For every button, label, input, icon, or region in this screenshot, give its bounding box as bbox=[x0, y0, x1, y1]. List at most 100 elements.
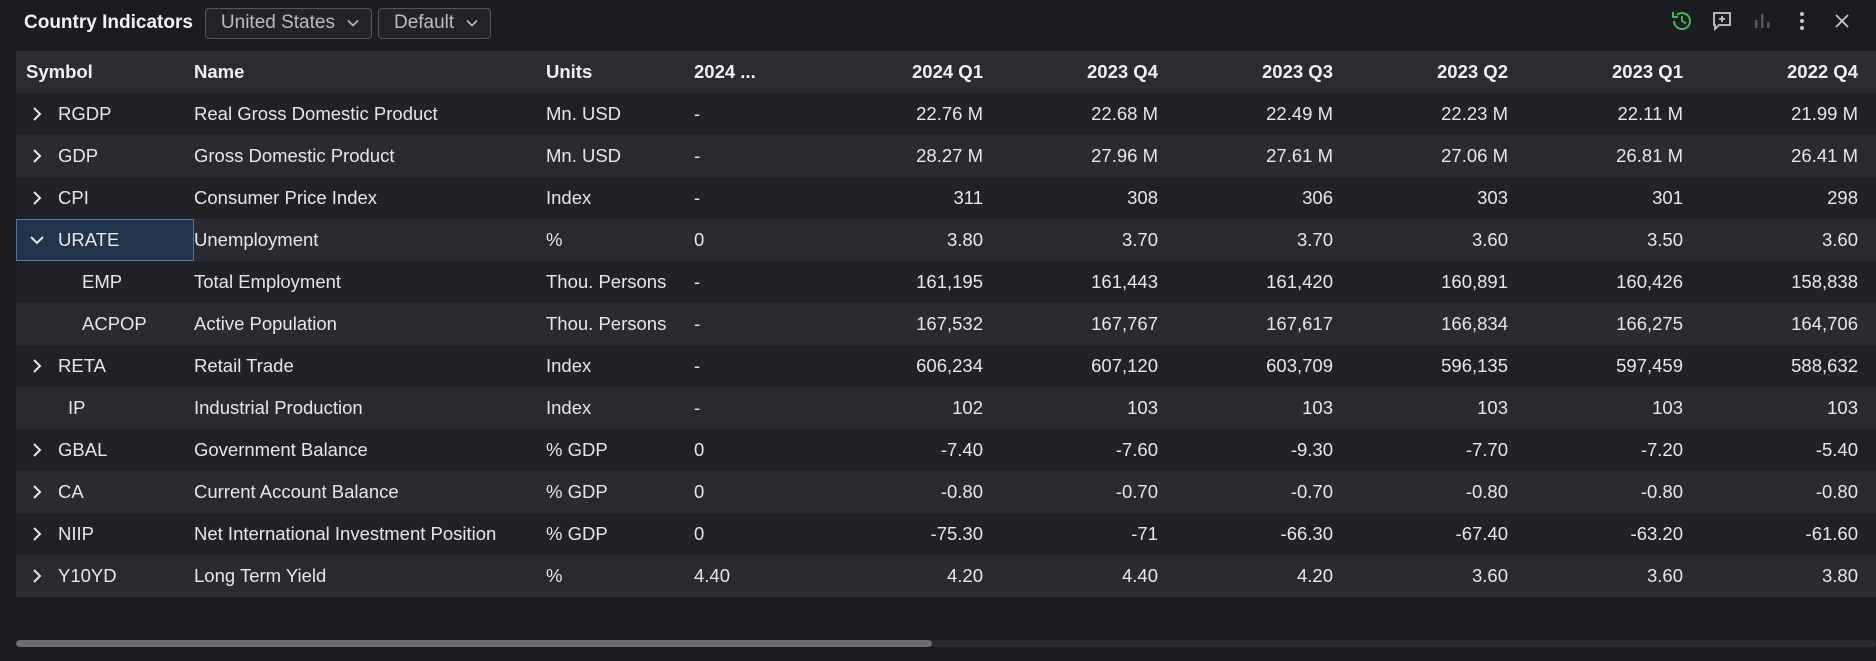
symbol-cell[interactable]: URATE bbox=[16, 219, 194, 261]
table-row[interactable]: Y10YD Long Term Yield % 4.40 4.20 4.40 4… bbox=[16, 555, 1876, 597]
name-cell: Total Employment bbox=[194, 271, 342, 292]
value-cell: 596,135 bbox=[1441, 355, 1508, 376]
panel-title: Country Indicators bbox=[24, 12, 193, 33]
name-cell: Consumer Price Index bbox=[194, 187, 378, 208]
table-row[interactable]: URATE Unemployment % 0 3.80 3.70 3.70 3.… bbox=[16, 219, 1876, 261]
value-cell: 167,767 bbox=[1091, 313, 1158, 334]
chevron-right-icon[interactable] bbox=[16, 568, 58, 584]
units-cell: Mn. USD bbox=[546, 103, 622, 124]
value-cell: 4.40 bbox=[1121, 565, 1158, 586]
units-cell: Index bbox=[546, 397, 592, 418]
table-header-row: Symbol Name Units 2024 ... 2024 Q1 2023 … bbox=[16, 51, 1876, 93]
value-cell: 3.60 bbox=[1821, 229, 1858, 250]
table-row[interactable]: GDP Gross Domestic Product Mn. USD - 28.… bbox=[16, 135, 1876, 177]
column-header-2024-q1[interactable]: 2024 Q1 bbox=[912, 61, 983, 82]
close-button[interactable] bbox=[1828, 9, 1856, 37]
layout-select[interactable]: Default bbox=[377, 7, 492, 39]
symbol-cell: GBAL bbox=[16, 429, 194, 471]
value-cell: 161,443 bbox=[1091, 271, 1158, 292]
chevron-right-icon[interactable] bbox=[16, 148, 58, 164]
table-row[interactable]: GBAL Government Balance % GDP 0 -7.40 -7… bbox=[16, 429, 1876, 471]
symbol-cell: NIIP bbox=[16, 513, 194, 555]
country-select-value: United States bbox=[220, 12, 335, 33]
chevron-right-icon[interactable] bbox=[16, 358, 58, 374]
value-cell: -5.40 bbox=[1815, 439, 1858, 460]
units-cell: Thou. Persons bbox=[546, 271, 667, 292]
value-cell: 4.20 bbox=[946, 565, 983, 586]
value-cell: 103 bbox=[1652, 397, 1683, 418]
value-cell: 103 bbox=[1477, 397, 1508, 418]
table-row[interactable]: RETA Retail Trade Index - 606,234 607,12… bbox=[16, 345, 1876, 387]
value-cell: 301 bbox=[1652, 187, 1683, 208]
value-cell: 164,706 bbox=[1791, 313, 1858, 334]
chevron-right-icon[interactable] bbox=[16, 484, 58, 500]
horizontal-scrollbar[interactable] bbox=[16, 640, 1876, 647]
value-cell: 3.60 bbox=[1471, 565, 1508, 586]
symbol-cell: RETA bbox=[16, 345, 194, 387]
value-cell: 22.76 M bbox=[916, 103, 983, 124]
value-cell: -0.70 bbox=[1290, 481, 1333, 502]
chevron-right-icon[interactable] bbox=[16, 106, 58, 122]
value-cell: 298 bbox=[1827, 187, 1858, 208]
value-cell: - bbox=[694, 355, 701, 376]
table-row[interactable]: EMP Total Employment Thou. Persons - 161… bbox=[16, 261, 1876, 303]
column-header-2023-q4[interactable]: 2023 Q4 bbox=[1087, 61, 1158, 82]
indicators-table: Symbol Name Units 2024 ... 2024 Q1 2023 … bbox=[16, 51, 1876, 597]
value-cell: 28.27 M bbox=[916, 145, 983, 166]
value-cell: 3.60 bbox=[1646, 565, 1683, 586]
value-cell: -0.70 bbox=[1115, 481, 1158, 502]
chevron-right-icon[interactable] bbox=[16, 526, 58, 542]
table-row[interactable]: CPI Consumer Price Index Index - 311 308… bbox=[16, 177, 1876, 219]
scrollbar-thumb[interactable] bbox=[16, 640, 932, 647]
header-actions bbox=[1668, 8, 1856, 38]
country-select[interactable]: United States bbox=[204, 7, 372, 39]
value-cell: 103 bbox=[1127, 397, 1158, 418]
units-cell: % GDP bbox=[546, 481, 608, 502]
close-icon bbox=[1833, 12, 1851, 35]
table-row[interactable]: CA Current Account Balance % GDP 0 -0.80… bbox=[16, 471, 1876, 513]
value-cell: 160,426 bbox=[1616, 271, 1683, 292]
column-header-2023-q1[interactable]: 2023 Q1 bbox=[1612, 61, 1683, 82]
value-cell: 103 bbox=[1302, 397, 1333, 418]
symbol-cell: EMP bbox=[82, 271, 123, 292]
symbol-cell: ACPOP bbox=[82, 313, 147, 334]
value-cell: -7.60 bbox=[1115, 439, 1158, 460]
column-header-units[interactable]: Units bbox=[546, 61, 593, 82]
history-button[interactable] bbox=[1668, 9, 1696, 37]
column-header-name[interactable]: Name bbox=[194, 61, 245, 82]
chevron-right-icon[interactable] bbox=[16, 442, 58, 458]
add-comment-button[interactable] bbox=[1708, 9, 1736, 37]
value-cell: 4.20 bbox=[1296, 565, 1333, 586]
column-header-symbol[interactable]: Symbol bbox=[26, 61, 93, 82]
value-cell: - bbox=[694, 187, 701, 208]
table-row[interactable]: NIIP Net International Investment Positi… bbox=[16, 513, 1876, 555]
value-cell: -67.40 bbox=[1455, 523, 1508, 544]
chevron-right-icon[interactable] bbox=[16, 190, 58, 206]
add-comment-icon bbox=[1710, 9, 1734, 38]
table-row[interactable]: RGDP Real Gross Domestic Product Mn. USD… bbox=[16, 93, 1876, 135]
value-cell: 303 bbox=[1477, 187, 1508, 208]
column-header-2023-q2[interactable]: 2023 Q2 bbox=[1437, 61, 1508, 82]
table-row[interactable]: IP Industrial Production Index - 102 103… bbox=[16, 387, 1876, 429]
value-cell: -7.20 bbox=[1640, 439, 1683, 460]
value-cell: -0.80 bbox=[1815, 481, 1858, 502]
chart-button[interactable] bbox=[1748, 9, 1776, 37]
name-cell: Government Balance bbox=[194, 439, 368, 460]
column-header-2023-q3[interactable]: 2023 Q3 bbox=[1262, 61, 1333, 82]
units-cell: % bbox=[546, 565, 563, 586]
column-header-2024-current[interactable]: 2024 ... bbox=[694, 61, 756, 82]
name-cell: Net International Investment Position bbox=[194, 523, 497, 544]
chevron-down-icon bbox=[466, 19, 478, 27]
more-options-button[interactable] bbox=[1788, 9, 1816, 37]
name-cell: Active Population bbox=[194, 313, 337, 334]
chevron-down-icon[interactable] bbox=[16, 235, 58, 245]
value-cell: 161,420 bbox=[1266, 271, 1333, 292]
units-cell: % GDP bbox=[546, 523, 608, 544]
units-cell: % GDP bbox=[546, 439, 608, 460]
value-cell: 606,234 bbox=[916, 355, 983, 376]
table-row[interactable]: ACPOP Active Population Thou. Persons - … bbox=[16, 303, 1876, 345]
value-cell: -0.80 bbox=[940, 481, 983, 502]
value-cell: -0.80 bbox=[1640, 481, 1683, 502]
column-header-2022-q4[interactable]: 2022 Q4 bbox=[1787, 61, 1858, 82]
value-cell: 22.11 M bbox=[1617, 103, 1683, 124]
